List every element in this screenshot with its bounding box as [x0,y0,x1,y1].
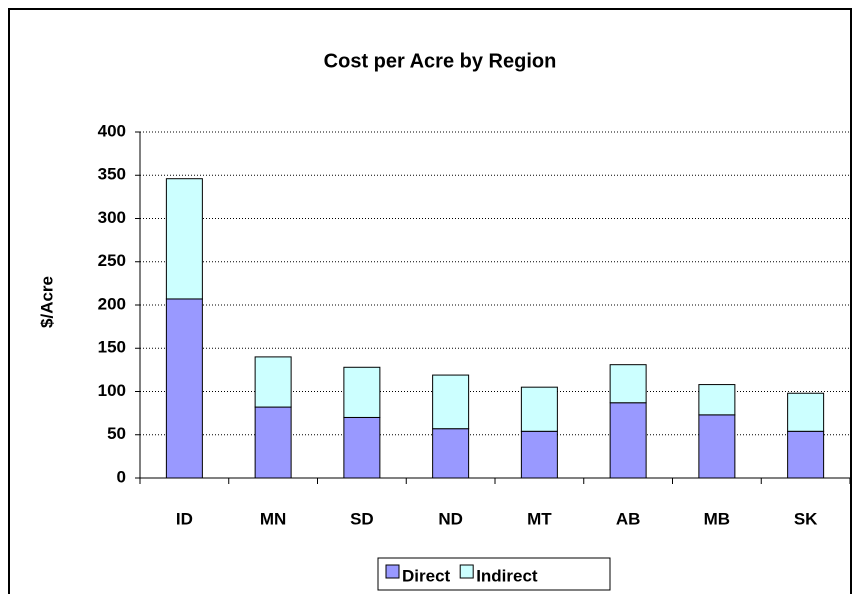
y-tick-label: 250 [98,251,126,270]
y-tick-label: 400 [98,121,126,140]
x-tick-label: MT [527,509,552,528]
bar-segment [165,298,203,479]
legend-box [377,557,611,591]
x-tick-label: MB [704,509,730,528]
bar-segment [520,386,558,432]
chart-title: Cost per Acre by Region [324,50,557,72]
bar-segment [609,364,647,404]
bar-segment [254,406,292,479]
bar-segment [343,416,381,479]
y-tick-label: 200 [98,294,126,313]
legend-label: Direct [402,566,451,585]
bar-segment [520,430,558,479]
x-tick-label: SD [350,509,374,528]
chart-frame [8,8,852,594]
y-tick-label: 350 [98,165,126,184]
bar-segment [343,366,381,418]
legend-swatch [385,564,400,579]
bar-segment [787,430,825,479]
x-tick-label: ND [438,509,463,528]
x-tick-label: AB [616,509,641,528]
legend-label: Indirect [476,566,538,585]
y-axis-label: $/Acre [37,276,56,328]
y-tick-label: 0 [117,467,126,486]
y-tick-label: 50 [107,424,126,443]
bar-segment [432,374,470,430]
y-tick-label: 100 [98,381,126,400]
bar-segment [698,414,736,479]
x-tick-label: ID [176,509,193,528]
bar-segment [609,402,647,479]
bar-segment [165,178,203,300]
bar-segment [432,428,470,479]
x-tick-label: MN [260,509,286,528]
legend-swatch [459,564,474,579]
y-tick-label: 150 [98,338,126,357]
bar-segment [698,384,736,416]
bar-segment [787,392,825,432]
y-tick-label: 300 [98,208,126,227]
bar-segment [254,356,292,408]
x-tick-label: SK [794,509,818,528]
